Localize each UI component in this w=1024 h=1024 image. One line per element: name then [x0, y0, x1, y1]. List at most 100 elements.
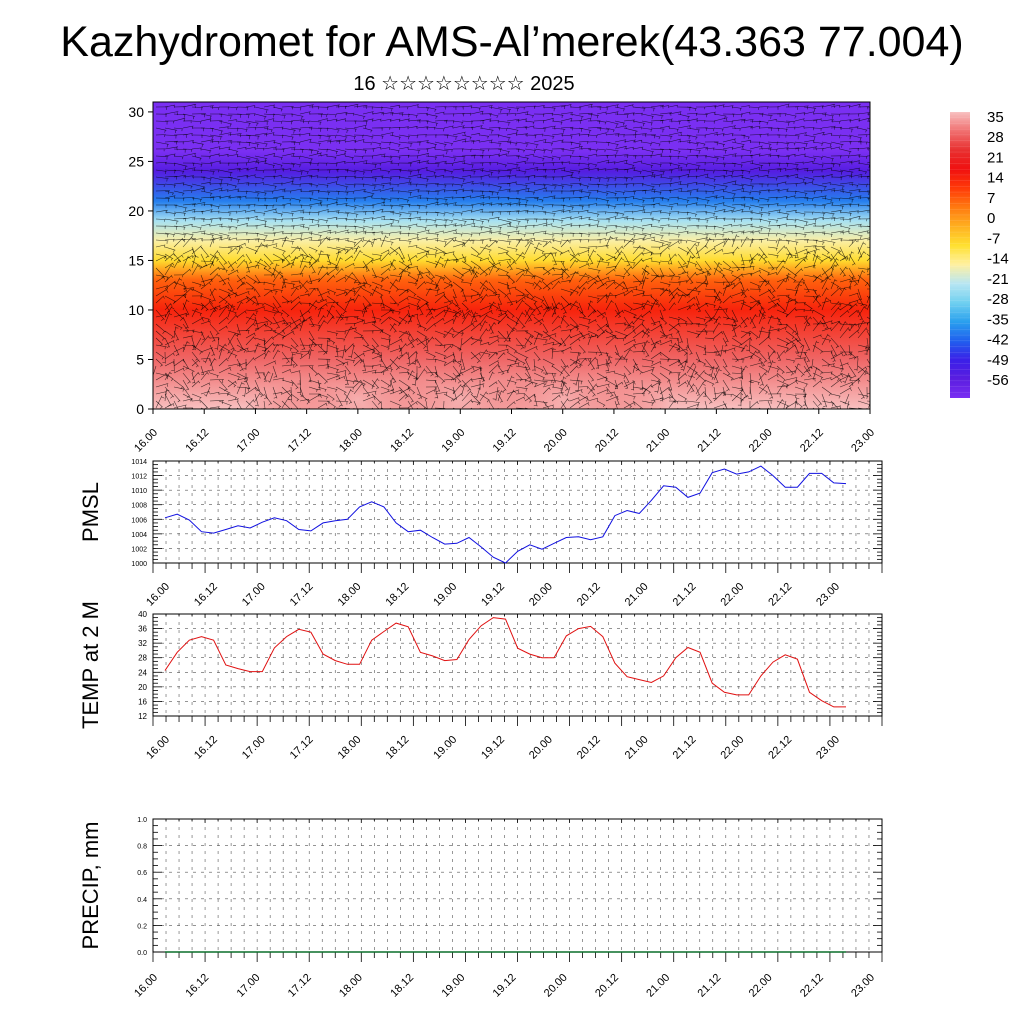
wind-barb: [587, 189, 599, 193]
wind-barb: [497, 267, 509, 276]
wind-barb: [848, 134, 863, 142]
wind-barb: [758, 174, 769, 178]
wind-barb: [452, 204, 463, 208]
wind-barb: [542, 106, 556, 112]
wind-barb: [425, 126, 436, 130]
wind-barb: [659, 316, 668, 325]
wind-barb: [767, 302, 780, 311]
wind-barb: [326, 295, 336, 304]
wind-barb: [839, 287, 847, 297]
wind-barb: [731, 106, 742, 111]
wind-barb: [569, 211, 580, 214]
wind-barb: [686, 141, 699, 147]
wind-barb: [344, 169, 357, 175]
wind-barb: [326, 148, 339, 155]
wind-barb: [326, 134, 337, 139]
wind-barb: [650, 225, 664, 231]
y-tick-label: 15: [128, 252, 144, 268]
wind-barb: [425, 197, 439, 203]
wind-barb: [200, 176, 212, 182]
x-tick-label: 20.00: [542, 427, 570, 455]
wind-barb: [722, 197, 735, 202]
wind-barb: [677, 293, 686, 304]
wind-barb: [758, 313, 766, 325]
wind-barb: [398, 239, 412, 245]
wind-barb: [425, 106, 437, 112]
wind-barb: [758, 218, 772, 225]
wind-barb: [524, 239, 533, 248]
wind-barb: [182, 248, 195, 255]
wind-barb: [218, 295, 228, 305]
wind-barb: [443, 141, 454, 146]
wind-barb: [353, 407, 355, 409]
wind-barb: [443, 202, 457, 207]
wind-barb: [515, 197, 529, 204]
wind-barb: [281, 180, 294, 185]
wind-barb: [407, 134, 419, 139]
wind-barb: [407, 232, 419, 238]
wind-barb: [524, 153, 534, 157]
wind-barb: [416, 140, 429, 144]
wind-barb: [515, 299, 525, 311]
wind-barb: [308, 278, 320, 283]
wind-barb: [308, 202, 323, 207]
wind-barb: [299, 190, 314, 196]
wind-barb: [434, 305, 449, 311]
wind-barb: [443, 162, 454, 167]
wind-barb: [452, 131, 466, 136]
wind-barb: [416, 211, 428, 216]
wind-barb: [209, 253, 220, 262]
wind-barb: [317, 190, 331, 196]
wind-barb: [308, 189, 320, 194]
wind-barb: [155, 309, 165, 322]
y-tick-label: 1012: [131, 474, 147, 481]
wind-barb: [191, 307, 199, 318]
wind-barb: [173, 294, 187, 304]
wind-barb: [758, 238, 769, 242]
wind-barb: [560, 288, 573, 296]
wind-barb: [227, 269, 239, 276]
wind-barb: [704, 239, 715, 243]
wind-barb: [614, 232, 626, 236]
wind-barb: [650, 104, 665, 109]
x-tick-label: 23.00: [849, 972, 877, 1000]
wind-barb: [488, 190, 499, 195]
wind-barb: [254, 306, 265, 311]
wind-barb: [569, 300, 579, 311]
wind-barb: [245, 312, 257, 325]
wind-barb: [866, 204, 870, 206]
wind-barb: [785, 224, 797, 228]
wind-barb: [191, 162, 203, 167]
wind-barb: [596, 218, 611, 223]
wind-barb: [578, 323, 590, 330]
wind-barb: [245, 316, 257, 323]
wind-barb: [398, 225, 412, 231]
wind-barb: [749, 174, 759, 178]
wind-barb: [587, 203, 598, 207]
wind-barb: [731, 127, 742, 131]
wind-barb: [317, 106, 329, 111]
wind-barb: [695, 168, 706, 172]
wind-barb: [578, 232, 591, 238]
wind-barb: [551, 315, 561, 325]
x-tick-label: 20.12: [593, 427, 621, 455]
wind-barb: [722, 146, 734, 150]
wind-barb: [785, 218, 797, 223]
wind-barb: [200, 278, 213, 283]
wind-barb: [839, 119, 852, 123]
wind-barb: [299, 315, 313, 325]
wind-barb: [281, 322, 292, 326]
wind-barb: [776, 276, 789, 283]
wind-barb: [650, 316, 656, 326]
wind-barb: [479, 407, 481, 409]
wind-barb: [668, 127, 679, 132]
wind-barb: [245, 146, 256, 150]
wind-barb: [371, 253, 383, 258]
wind-barb: [515, 218, 530, 224]
wind-barb: [398, 113, 411, 118]
wind-barb: [353, 204, 365, 210]
wind-barb: [236, 259, 247, 269]
wind-barb: [686, 211, 698, 217]
wind-barb: [308, 274, 313, 284]
wind-barb: [200, 209, 213, 213]
